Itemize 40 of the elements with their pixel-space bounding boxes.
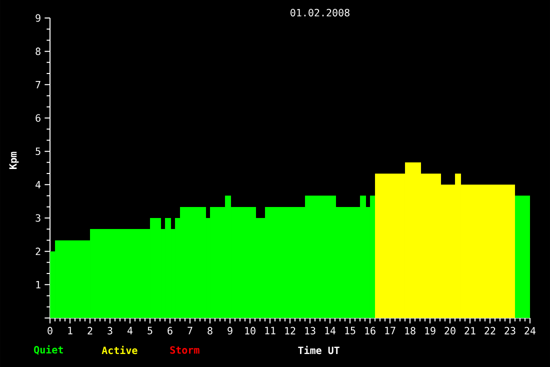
x-tick-label: 2: [88, 326, 92, 334]
y-tick-label: 9: [36, 14, 40, 22]
x-tick-label: 19: [425, 326, 436, 334]
y-tick-label: 2: [36, 248, 40, 256]
text: Active: [102, 346, 138, 354]
y-tick-label: 6: [36, 114, 40, 122]
x-tick-label: 17: [385, 326, 396, 334]
x-axis-title: Time UT: [298, 346, 340, 354]
x-tick-label: 9: [228, 326, 232, 334]
x-tick-label: 18: [405, 326, 416, 334]
x-tick-label: 6: [168, 326, 172, 334]
x-tick-label: 21: [464, 326, 476, 334]
x-tick-label: 23: [504, 326, 516, 334]
x-tick-label: 8: [208, 326, 212, 334]
x-tick-label: 3: [108, 326, 112, 334]
x-tick-label: 4: [127, 326, 133, 334]
y-tick-label: 1: [36, 281, 40, 288]
chart-title: 01.02.2008: [290, 8, 350, 16]
x-tick-label: 16: [365, 326, 376, 334]
x-tick-label: 1: [68, 326, 72, 334]
x-tick-label: 22: [484, 326, 496, 334]
x-tick-label: 7: [188, 326, 192, 334]
x-tick-label: 11: [265, 326, 276, 334]
x-tick-label: 24: [524, 326, 536, 334]
x-tick-label: 5: [148, 326, 152, 334]
y-tick-label: 5: [36, 148, 40, 156]
text: Quiet: [34, 345, 63, 355]
x-tick-label: 20: [444, 326, 456, 334]
y-tick-label: 8: [36, 48, 40, 56]
y-tick-label: 3: [36, 214, 40, 222]
x-tick-label: 14: [325, 326, 336, 334]
x-tick-label: 0: [48, 326, 52, 334]
x-tick-label: 12: [285, 326, 296, 334]
y-tick-label: 7: [36, 81, 40, 88]
y-axis-title: Kpm: [9, 152, 19, 169]
text: Storm: [170, 346, 200, 354]
x-tick-label: 15: [345, 326, 356, 334]
x-tick-label: 13: [305, 326, 316, 334]
y-tick-label: 4: [36, 181, 41, 188]
x-tick-label: 10: [245, 326, 256, 334]
